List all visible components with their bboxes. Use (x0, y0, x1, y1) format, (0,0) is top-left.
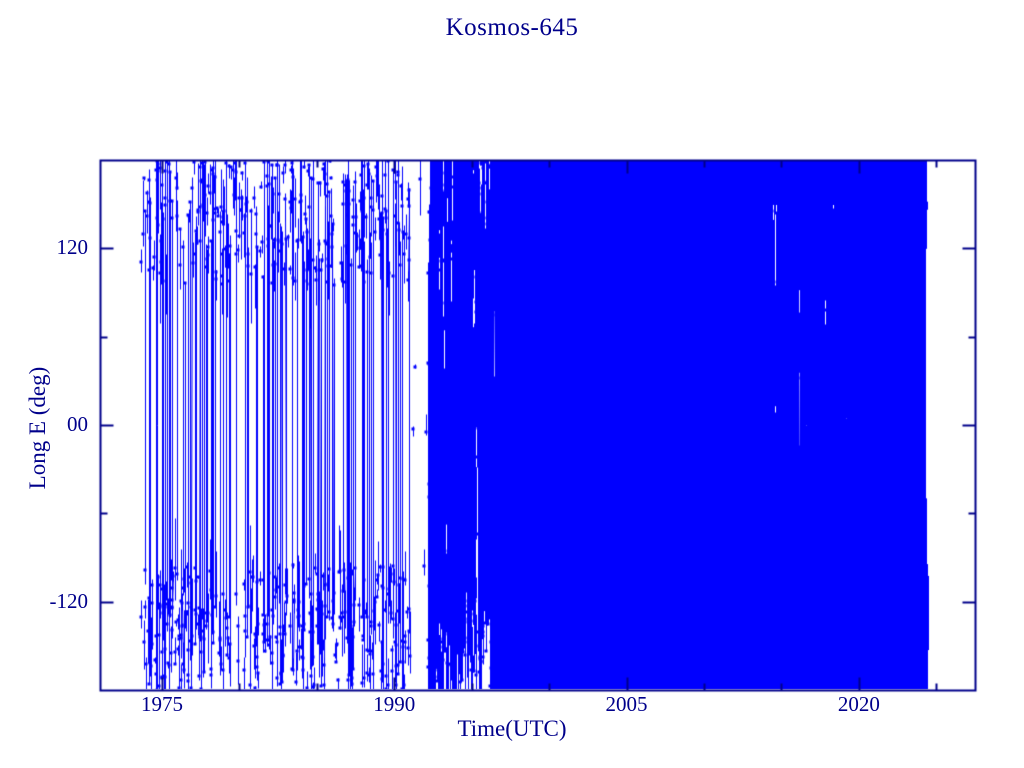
x-axis-title: Time(UTC) (457, 716, 567, 741)
x-tick-label-1990: 1990 (373, 692, 416, 716)
page-title: Kosmos-645 (445, 14, 579, 41)
x-tick-label-2020: 2020 (837, 692, 880, 716)
y-tick-label-0: 120 (56, 235, 89, 260)
x-tick-label-2005: 2005 (605, 692, 648, 716)
y-tick-label-1: 00 (67, 412, 88, 436)
x-tick-label-1975: 1975 (140, 692, 183, 716)
y-tick-label-2: -120 (49, 588, 89, 613)
